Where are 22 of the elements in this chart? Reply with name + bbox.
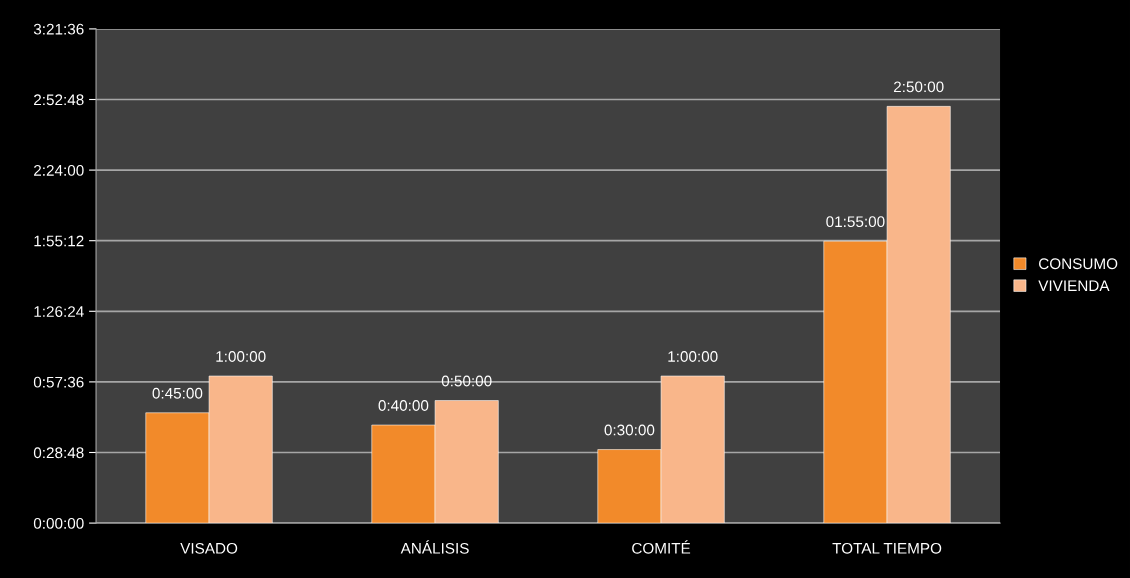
data-label: 2:50:00 xyxy=(893,81,944,93)
y-tick-label: 1:55:12 xyxy=(34,235,84,247)
y-tick-label: 0:00:00 xyxy=(33,517,84,529)
data-label: 01:55:00 xyxy=(826,216,885,228)
y-tick-label: 2:24:00 xyxy=(34,164,84,176)
data-label: 0:30:00 xyxy=(604,424,655,436)
data-label: 1:00:00 xyxy=(668,351,718,362)
x-tick-label: COMITÉ xyxy=(632,540,691,554)
data-label: 1:00:00 xyxy=(216,351,266,362)
y-tick-label: 0:28:48 xyxy=(33,447,84,459)
x-tick-label: ANÁLISIS xyxy=(400,540,469,554)
data-label: 0:40:00 xyxy=(378,400,429,411)
y-tick-label: 1:26:24 xyxy=(34,306,84,317)
y-tick-label: 3:21:36 xyxy=(33,23,84,35)
y-tick-label: 0:57:36 xyxy=(33,376,84,388)
x-tick-label: VISADO xyxy=(180,542,238,554)
legend-label: VIVIENDA xyxy=(1038,280,1110,291)
data-label: 0:45:00 xyxy=(152,387,203,399)
x-tick-label: TOTAL TIEMPO xyxy=(832,542,942,554)
y-tick-label: 2:52:48 xyxy=(34,94,84,106)
legend-label: CONSUMO xyxy=(1039,258,1118,270)
data-label: 0:50:00 xyxy=(441,375,492,387)
